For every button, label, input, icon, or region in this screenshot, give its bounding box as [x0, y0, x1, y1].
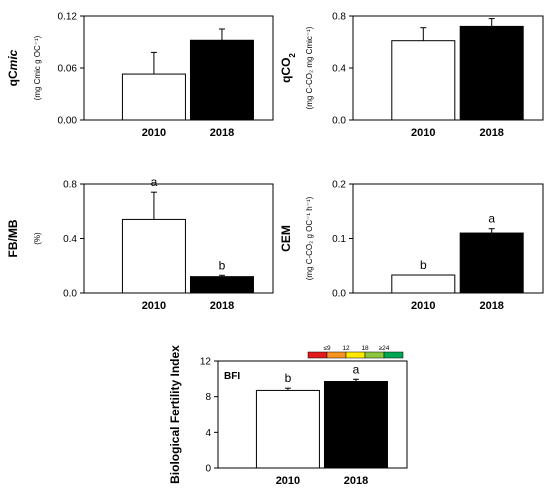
scale-segment — [307, 351, 328, 359]
bar-2010 — [391, 274, 456, 294]
y-tick-label: 0.2 — [332, 180, 346, 191]
y-tick-label: 8 — [205, 392, 211, 403]
y-axis-units: (mg C-CO₂ mg Cmic⁻¹) — [305, 26, 314, 109]
category-label: 2018 — [479, 127, 503, 139]
category-label: 2010 — [411, 127, 435, 139]
bar-2010 — [121, 218, 186, 294]
scale-segment — [383, 351, 404, 359]
category-label: 2010 — [411, 300, 435, 312]
y-axis-title: qCmic — [6, 49, 20, 86]
y-axis-units: (mg C-CO₂ g OC⁻¹ h⁻¹) — [305, 196, 314, 280]
category-label: 2018 — [210, 300, 234, 312]
category-label: 2010 — [142, 127, 166, 139]
category-label: 2010 — [142, 300, 166, 312]
category-label: 2018 — [344, 475, 368, 487]
significance-letter: a — [151, 175, 158, 189]
y-tick-label: 0.00 — [58, 116, 78, 127]
y-tick-label: 12 — [200, 357, 212, 368]
significance-letter: b — [285, 371, 292, 385]
chart-panel-1: 0.00 0.06 0.12 2010 2018 qCmic (mg Cmic g OC⁻¹… — [6, 12, 274, 139]
inset-label: BFI — [224, 371, 240, 382]
y-axis-title: FB/MB — [6, 219, 20, 257]
y-axis-units: (%) — [33, 232, 42, 245]
bar-2018 — [459, 232, 524, 294]
category-label: 2010 — [276, 475, 300, 487]
y-tick-label: 0.4 — [332, 64, 346, 75]
bar-2018 — [323, 381, 388, 469]
scale-label: ≥24 — [379, 345, 390, 352]
chart-panel-3: 0.0 0.4 0.8 2010 a 2018 b FB/MB (%) — [6, 175, 274, 312]
y-tick-label: 0 — [205, 464, 211, 475]
significance-letter: b — [219, 258, 226, 272]
bar-2010 — [391, 40, 456, 121]
chart-panel-4: 0.0 0.1 0.2 2010 b 2018 a CEM (mg C-CO₂ g OC⁻¹ h… — [279, 180, 544, 312]
y-tick-label: 0.4 — [63, 234, 77, 245]
significance-letter: a — [488, 212, 495, 226]
bar-2018 — [459, 25, 524, 121]
scale-label: ≤9 — [323, 345, 331, 352]
category-label: 2018 — [210, 127, 234, 139]
y-tick-label: 0.8 — [63, 180, 77, 191]
y-tick-label: 4 — [205, 428, 211, 439]
bar-2010 — [121, 73, 186, 121]
y-axis-units: (mg Cmic g OC⁻¹) — [33, 35, 42, 100]
y-tick-label: 0.8 — [332, 12, 346, 23]
significance-letter: b — [420, 258, 427, 272]
y-axis-title: qCO2 — [279, 53, 297, 83]
y-axis-title: Biological Fertility Index — [168, 345, 182, 484]
significance-letter: a — [353, 362, 360, 376]
scale-segment — [326, 351, 347, 359]
scale-label: 12 — [342, 345, 350, 352]
y-axis-title: CEM — [279, 225, 293, 252]
y-tick-label: 0.0 — [63, 289, 77, 300]
chart-panel-5: 0 4 8 12 2010 b 2018 a Biological Fertility Inde… — [168, 345, 408, 487]
y-tick-label: 0.12 — [58, 12, 78, 23]
category-label: 2018 — [479, 300, 503, 312]
chart-panel-2: 0.0 0.4 0.8 2010 2018 qCO2 (mg C-CO₂ mg Cmic⁻¹… — [279, 12, 544, 139]
scale-segment — [364, 351, 385, 359]
y-tick-label: 0.0 — [332, 116, 346, 127]
bar-2018 — [189, 39, 254, 121]
y-tick-label: 0.06 — [58, 64, 78, 75]
scale-segment — [345, 351, 366, 359]
y-tick-label: 0.1 — [332, 234, 346, 245]
bar-2018 — [189, 276, 254, 294]
bar-2010 — [255, 389, 320, 469]
scale-label: 18 — [361, 345, 369, 352]
y-tick-label: 0.0 — [332, 289, 346, 300]
